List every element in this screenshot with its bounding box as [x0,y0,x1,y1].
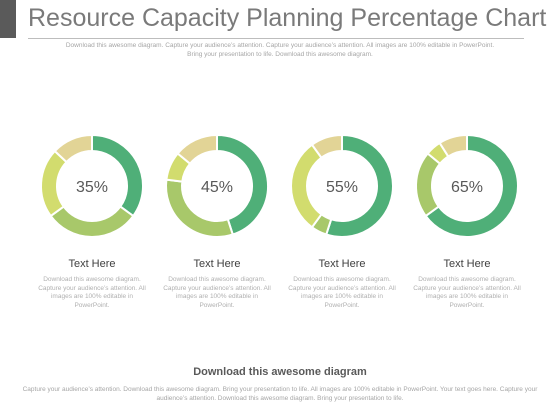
page-title: Resource Capacity Planning Percentage Ch… [28,4,547,32]
item-desc-2: Download this awesome diagram. Capture y… [163,276,271,309]
footer-text: Capture your audience’s attention. Downl… [22,386,538,402]
donut-4-segment-4 [438,133,468,158]
item-title-4: Text Here [443,258,491,270]
donut-1-label: 35% [76,179,108,196]
donut-1-segment-3 [40,149,68,218]
donut-3-label: 55% [326,179,358,196]
donut-charts: 35% 45% 55% 65% [40,133,519,238]
item-desc-4: Download this awesome diagram. Capture y… [413,276,521,309]
donut-2-label: 45% [201,179,233,196]
item-desc-3: Download this awesome diagram. Capture y… [288,276,396,309]
item-desc-1: Download this awesome diagram. Capture y… [38,276,146,309]
item-title-1: Text Here [68,258,116,270]
item-title-2: Text Here [193,258,241,270]
donut-4-segment-2 [415,152,442,218]
donut-3-segment-3 [290,143,323,229]
donut-4-segment-1 [424,133,519,238]
corner-tab [0,0,16,38]
donut-4-label: 65% [451,179,483,196]
item-title-3: Text Here [318,258,366,270]
donut-3-segment-4 [310,133,343,160]
page-subtitle: Download this awesome diagram. Capture y… [65,42,495,58]
donut-3-segment-1 [324,133,394,238]
donut-1-segment-1 [91,133,144,218]
donut-2-segment-4 [176,133,218,166]
footer-title: Download this awesome diagram [193,366,367,378]
donut-1-segment-4 [53,133,93,164]
title-bar: Resource Capacity Planning Percentage Ch… [28,0,547,39]
donut-1-segment-2 [49,205,135,238]
